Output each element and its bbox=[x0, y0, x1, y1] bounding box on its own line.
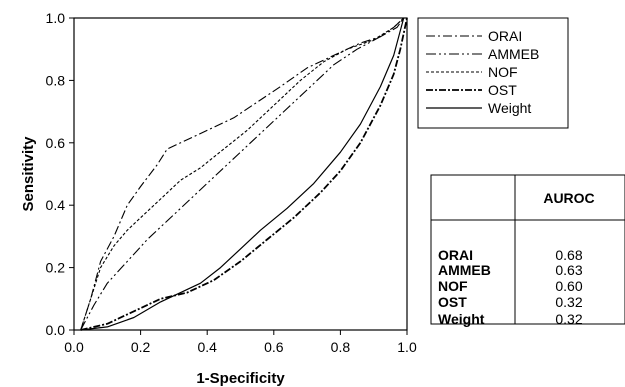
series-line-nof bbox=[80, 17, 405, 331]
series-line-weight bbox=[80, 17, 405, 331]
series-line-ammeb bbox=[80, 17, 405, 331]
table-row-name: Weight bbox=[438, 311, 485, 327]
table-row-value: 0.32 bbox=[555, 294, 582, 310]
table-row-value: 0.63 bbox=[555, 262, 582, 278]
series-line-ost bbox=[80, 17, 408, 331]
y-tick-label: 0.4 bbox=[46, 197, 66, 213]
y-axis-ticks: 0.0 0.2 0.4 0.6 0.8 1.0 bbox=[46, 10, 74, 338]
plot-area-border bbox=[73, 17, 408, 331]
legend-label: Weight bbox=[488, 100, 531, 116]
table-header-auroc: AUROC bbox=[543, 190, 594, 206]
table-border bbox=[430, 174, 625, 325]
table-row-value: 0.60 bbox=[555, 278, 582, 294]
table-row-name: NOF bbox=[438, 278, 468, 294]
legend-label: OST bbox=[488, 82, 517, 98]
x-tick-label: 0.6 bbox=[264, 339, 284, 355]
y-tick-label: 1.0 bbox=[46, 10, 66, 26]
series-lines bbox=[80, 17, 408, 331]
x-axis-ticks: 0.0 0.2 0.4 0.6 0.8 1.0 bbox=[64, 330, 417, 355]
y-tick-label: 0.8 bbox=[46, 72, 66, 88]
table-row-value: 0.32 bbox=[555, 311, 582, 327]
series-line-orai bbox=[80, 17, 405, 331]
table-row-name: OST bbox=[438, 294, 467, 310]
legend-label: NOF bbox=[488, 64, 518, 80]
y-tick-label: 0.0 bbox=[46, 322, 66, 338]
y-axis-title: Sensitivity bbox=[20, 136, 37, 212]
x-tick-label: 0.4 bbox=[197, 339, 217, 355]
x-tick-label: 1.0 bbox=[397, 339, 417, 355]
table-row-value: 0.68 bbox=[555, 247, 582, 263]
plot-frame bbox=[73, 17, 408, 331]
table-row-name: AMMEB bbox=[438, 262, 491, 278]
x-tick-label: 0.0 bbox=[64, 339, 84, 355]
legend-label: ORAI bbox=[488, 28, 522, 44]
legend-label: AMMEB bbox=[488, 46, 539, 62]
y-tick-label: 0.6 bbox=[46, 135, 66, 151]
y-tick-label: 0.2 bbox=[46, 260, 66, 276]
x-axis-title: 1-Specificity bbox=[196, 370, 285, 387]
auroc-table: AUROC ORAI 0.68 AMMEB 0.63 NOF 0.60 OST 0.32 Wei… bbox=[430, 174, 625, 327]
table-row-name: ORAI bbox=[438, 247, 473, 263]
x-tick-label: 0.8 bbox=[331, 339, 351, 355]
x-tick-label: 0.2 bbox=[131, 339, 151, 355]
legend: ORAI AMMEB NOF OST Weight bbox=[417, 17, 569, 129]
